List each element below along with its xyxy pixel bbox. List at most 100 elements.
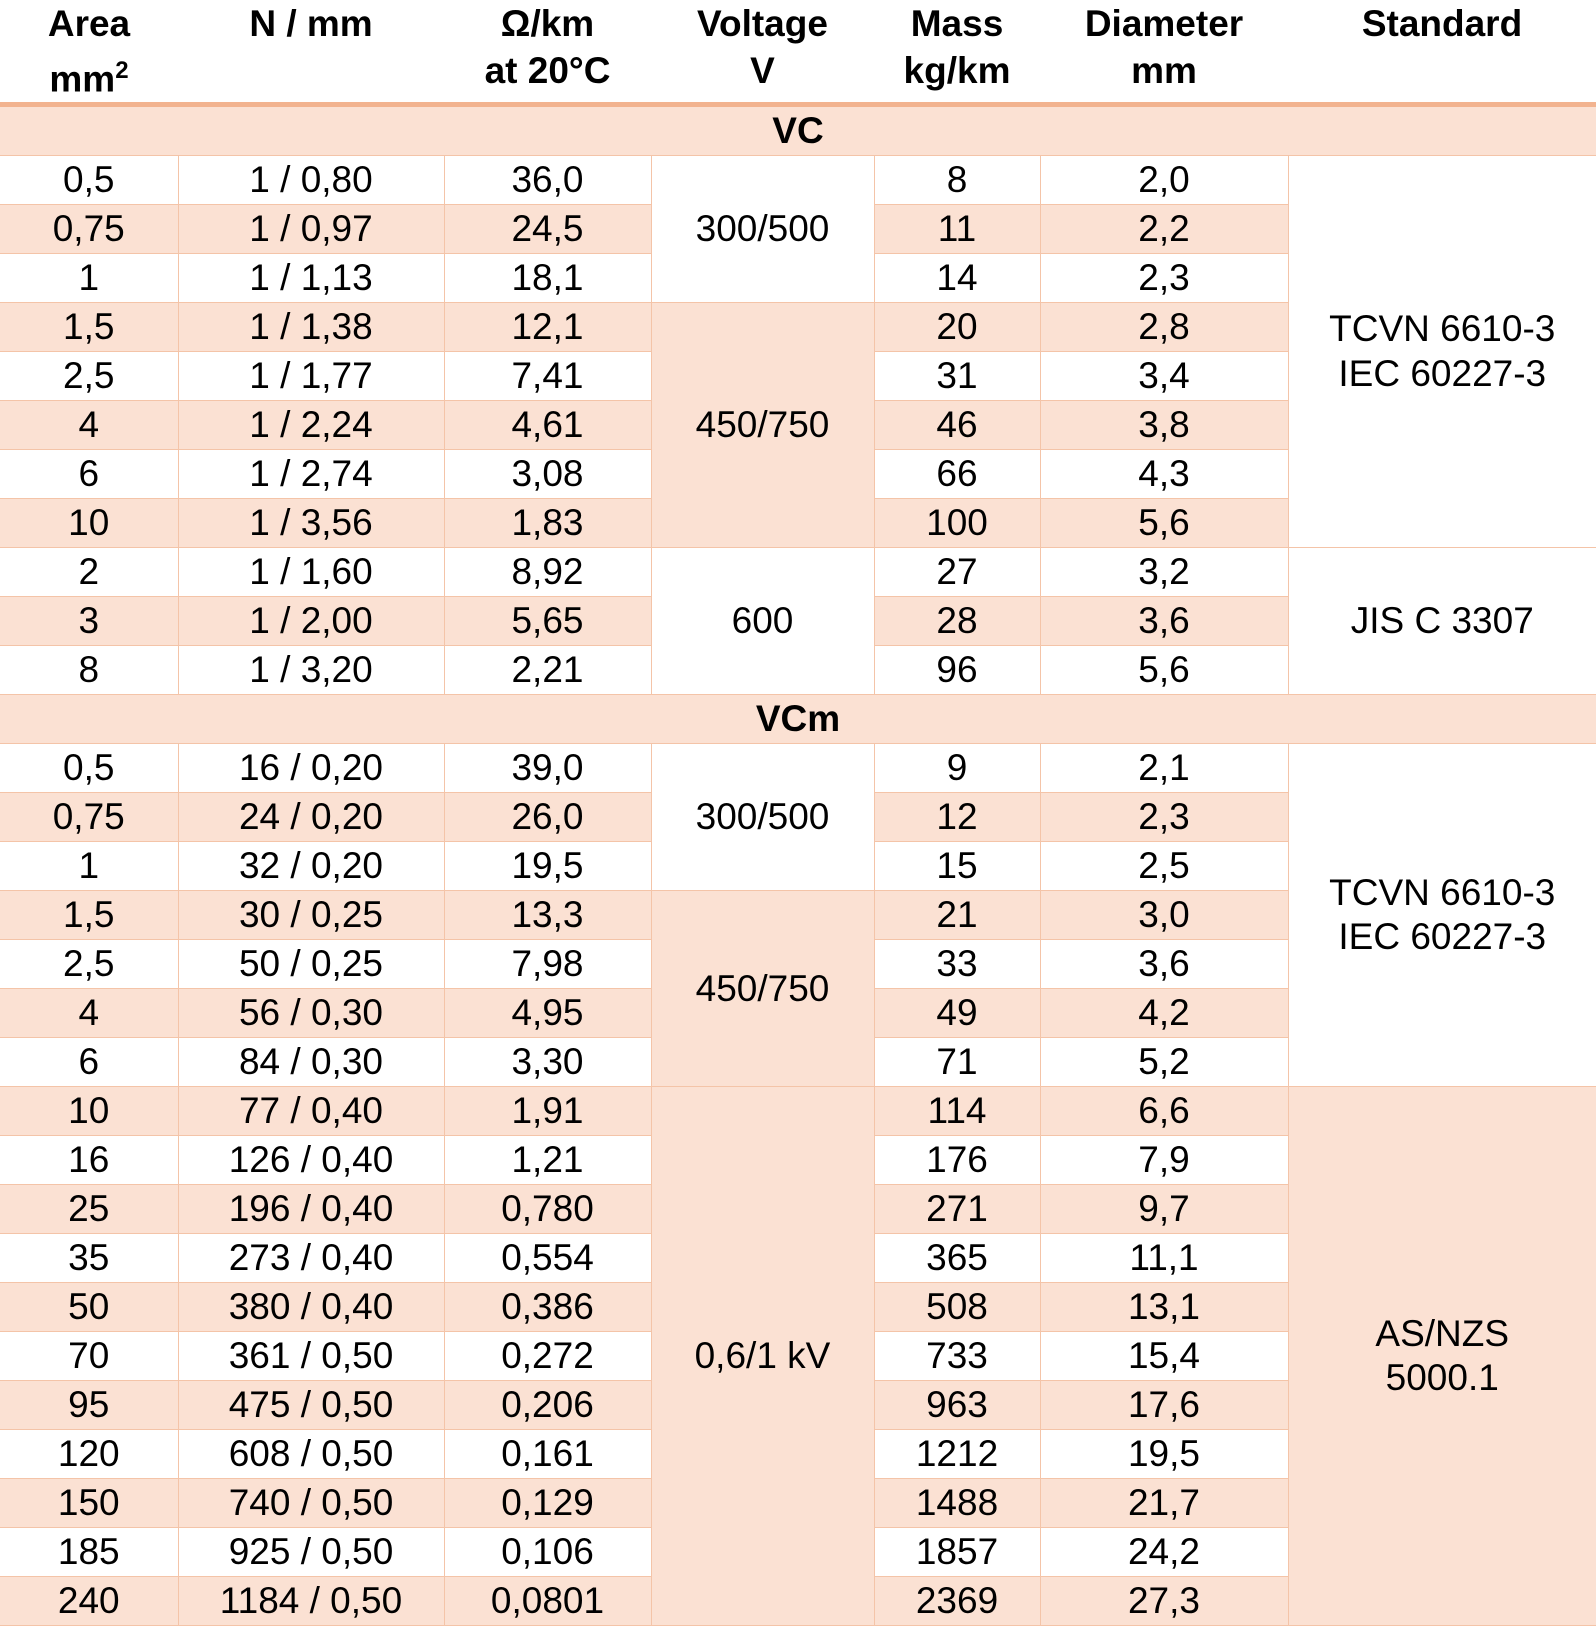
table-row: 95 475 / 0,50 0,206 963 17,6 [0,1380,1596,1431]
cell-area: 185 [0,1527,179,1578]
standard-line-2: IEC 60227-3 [1338,916,1547,958]
cell-resistance: 4,61 [443,400,652,451]
cell-resistance: 7,41 [443,351,652,402]
cell-resistance: 5,65 [443,596,652,647]
cell-strands: 1 / 0,80 [177,155,445,206]
section-title: VC [0,104,1596,157]
cell-area: 8 [0,645,179,696]
cell-area: 6 [0,449,179,500]
cell-resistance: 0,272 [443,1331,652,1382]
cell-resistance: 0,0801 [443,1576,652,1627]
cell-strands: 84 / 0,30 [177,1037,445,1088]
cell-area: 0,75 [0,204,179,255]
table-row: 35 273 / 0,40 0,554 365 11,1 [0,1233,1596,1284]
table-row: 16 126 / 0,40 1,21 176 7,9 [0,1135,1596,1186]
cell-strands: 925 / 0,50 [177,1527,445,1578]
cell-area: 16 [0,1135,179,1186]
cell-strands: 1 / 0,97 [177,204,445,255]
section-title: VCm [0,694,1596,745]
section-row: VCm [0,694,1596,745]
cell-area: 95 [0,1380,179,1431]
cell-mass: 963 [873,1380,1041,1431]
cell-area: 4 [0,988,179,1039]
cell-area: 35 [0,1233,179,1284]
cell-diameter: 3,8 [1039,400,1288,451]
cell-strands: 24 / 0,20 [177,792,445,843]
cell-strands: 77 / 0,40 [177,1086,445,1137]
header-resistance: Ω/km at 20°C [444,0,651,108]
cell-resistance: 0,386 [443,1282,652,1333]
cell-resistance: 1,83 [443,498,652,549]
cell-mass: 11 [873,204,1041,255]
table-row: 2,5 50 / 0,25 7,98 33 3,6 [0,939,1596,990]
cell-strands: 1184 / 0,50 [177,1576,445,1627]
cell-mass: 71 [873,1037,1041,1088]
cell-resistance: 36,0 [443,155,652,206]
cell-mass: 15 [873,841,1041,892]
cell-diameter: 24,2 [1039,1527,1288,1578]
cell-area: 1,5 [0,890,179,941]
cell-diameter: 7,9 [1039,1135,1288,1186]
cell-strands: 475 / 0,50 [177,1380,445,1431]
cell-resistance: 0,129 [443,1478,652,1529]
standard-line-1: TCVN 6610-3 [1329,871,1556,913]
table-row: 10 77 / 0,40 1,91 0,6/1 kV 114 6,6 AS/NZS 5000.… [0,1086,1596,1627]
cell-mass: 27 [873,547,1041,598]
cell-area: 4 [0,400,179,451]
cell-diameter: 4,2 [1039,988,1288,1039]
cell-diameter: 21,7 [1039,1478,1288,1529]
cell-diameter: 2,5 [1039,841,1288,892]
cell-area: 2,5 [0,351,179,402]
cell-mass: 1488 [873,1478,1041,1529]
cell-strands: 1 / 2,74 [177,449,445,500]
standard-line-2: 5000.1 [1385,1357,1499,1399]
cell-diameter: 15,4 [1039,1331,1288,1382]
cell-strands: 380 / 0,40 [177,1282,445,1333]
cell-mass: 733 [873,1331,1041,1382]
cell-diameter: 3,4 [1039,351,1288,402]
table-row: 50 380 / 0,40 0,386 508 13,1 [0,1282,1596,1333]
cell-mass: 114 [873,1086,1041,1137]
table-row: 2,5 1 / 1,77 7,41 31 3,4 [0,351,1596,402]
cell-area: 10 [0,498,179,549]
cell-strands: 16 / 0,20 [177,743,445,794]
section-row: VC [0,104,1596,157]
table-row: 0,5 16 / 0,20 39,0 300/500 9 2,1 TCVN 6610-3 IE… [0,743,1596,1088]
cell-resistance: 26,0 [443,792,652,843]
table-row: 240 1184 / 0,50 0,0801 2369 27,3 [0,1576,1596,1627]
cell-mass: 271 [873,1184,1041,1235]
cell-strands: 1 / 2,00 [177,596,445,647]
cell-standard: AS/NZS 5000.1 [1287,1086,1596,1627]
cell-resistance: 3,08 [443,449,652,500]
cell-diameter: 9,7 [1039,1184,1288,1235]
cell-resistance: 8,92 [443,547,652,598]
table-row: 0,75 1 / 0,97 24,5 11 2,2 [0,204,1596,255]
header-standard: Standard [1288,0,1596,108]
cell-resistance: 2,21 [443,645,652,696]
cell-strands: 608 / 0,50 [177,1429,445,1480]
cell-mass: 20 [873,302,1041,353]
cell-mass: 2369 [873,1576,1041,1627]
standard-line-1: JIS C 3307 [1350,600,1534,642]
table-row: 1,5 1 / 1,38 12,1 450/750 20 2,8 [0,302,1596,549]
table-row: 4 56 / 0,30 4,95 49 4,2 [0,988,1596,1039]
cell-mass: 96 [873,645,1041,696]
cell-diameter: 11,1 [1039,1233,1288,1284]
cell-strands: 1 / 3,20 [177,645,445,696]
cell-diameter: 13,1 [1039,1282,1288,1333]
cell-strands: 30 / 0,25 [177,890,445,941]
cell-area: 0,75 [0,792,179,843]
cell-mass: 100 [873,498,1041,549]
cell-voltage: 600 [650,547,875,696]
cell-area: 1 [0,253,179,304]
cell-standard: TCVN 6610-3 IEC 60227-3 [1287,155,1596,549]
cell-strands: 740 / 0,50 [177,1478,445,1529]
cell-strands: 1 / 1,77 [177,351,445,402]
cell-diameter: 3,0 [1039,890,1288,941]
cell-strands: 126 / 0,40 [177,1135,445,1186]
cell-strands: 273 / 0,40 [177,1233,445,1284]
cell-standard: TCVN 6610-3 IEC 60227-3 [1287,743,1596,1088]
cell-resistance: 0,206 [443,1380,652,1431]
table-row: 150 740 / 0,50 0,129 1488 21,7 [0,1478,1596,1529]
cell-area: 25 [0,1184,179,1235]
